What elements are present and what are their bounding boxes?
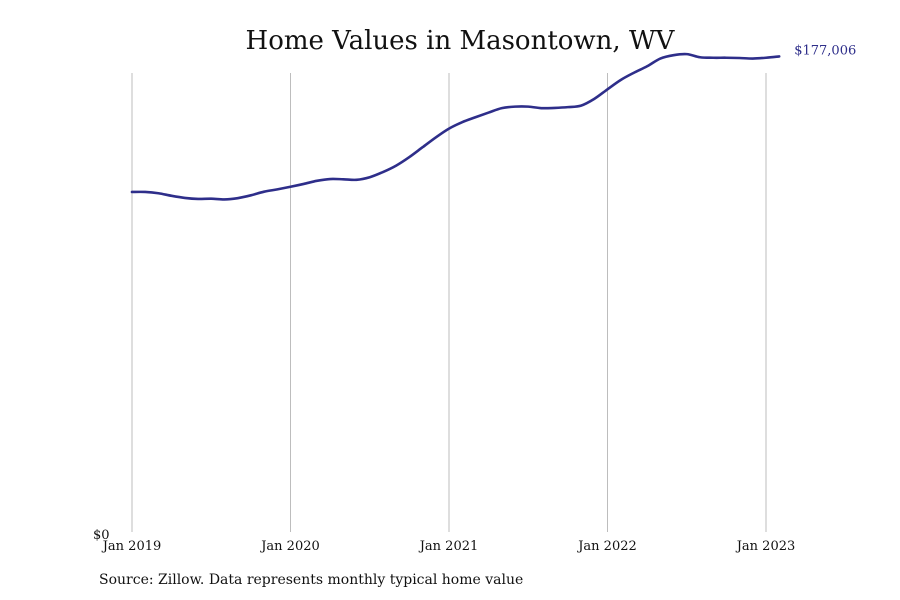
x-axis-tick-labels: Jan 2019 Jan 2020 Jan 2021 Jan 2022 Jan 2023 bbox=[101, 539, 796, 554]
x-tick-label: Jan 2020 bbox=[259, 539, 320, 554]
gridlines bbox=[131, 73, 767, 532]
series-line-home-value bbox=[130, 52, 781, 201]
x-tick-label: Jan 2023 bbox=[735, 539, 796, 554]
source-note: Source: Zillow. Data represents monthly … bbox=[99, 572, 524, 588]
chart-title: Home Values in Masontown, WV bbox=[245, 26, 675, 56]
x-tick-label: Jan 2022 bbox=[576, 539, 637, 554]
end-value-label: $177,006 bbox=[794, 43, 856, 58]
y-axis-zero-label: $0 bbox=[93, 528, 110, 543]
x-tick-label: Jan 2019 bbox=[101, 539, 162, 554]
x-tick-label: Jan 2021 bbox=[418, 539, 479, 554]
